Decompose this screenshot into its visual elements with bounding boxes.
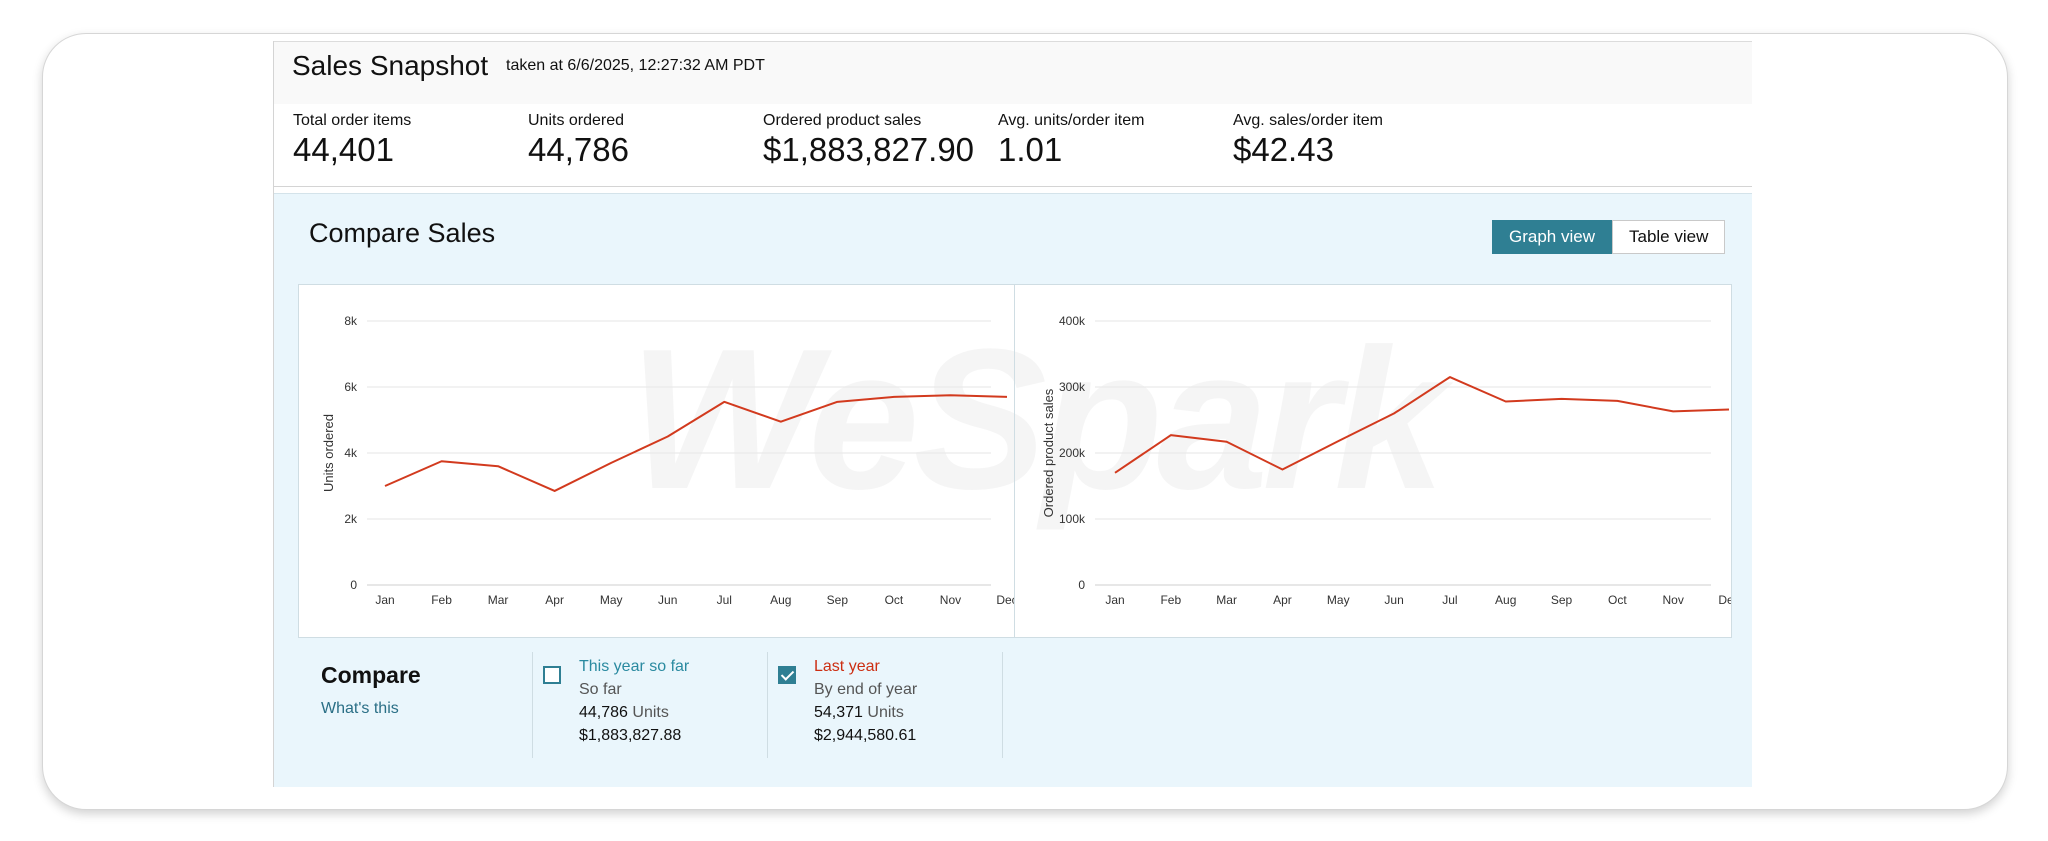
this-year-units-value: 44,786 [579, 704, 628, 721]
x-tick-label: May [1327, 593, 1350, 607]
compare-heading: Compare [321, 662, 421, 688]
last-year-units-value: 54,371 [814, 704, 863, 721]
x-tick-label: Sep [1551, 593, 1573, 607]
this-year-sales: $1,883,827.88 [579, 727, 682, 744]
compare-sales-title: Compare Sales [309, 218, 496, 248]
last-year-units: 54,371 Units [814, 704, 904, 722]
series-line [1114, 376, 1730, 474]
series-line [384, 394, 1008, 492]
y-tick-label: 8k [344, 314, 358, 328]
metrics-row: Total order items 44,401 Units ordered 4… [274, 104, 1752, 187]
this-year-units-label: Units [632, 704, 669, 721]
chart-divider [1014, 285, 1015, 637]
metric-avg-units-per-order-item: Avg. units/order item 1.01 [998, 112, 1144, 169]
x-tick-label: Aug [770, 593, 791, 607]
last-year-subtitle: By end of year [814, 681, 918, 698]
y-axis-label: Ordered product sales [1041, 388, 1056, 517]
compare-this-year: This year so far So far 44,786 Units $1,… [532, 652, 767, 758]
x-tick-label: Oct [1608, 593, 1627, 607]
x-tick-label: Nov [940, 593, 961, 607]
y-axis-label: Units ordered [321, 414, 336, 492]
x-tick-label: Jul [717, 593, 732, 607]
y-tick-label: 0 [350, 578, 357, 592]
x-tick-label: Dec [996, 593, 1014, 607]
last-year-sales: $2,944,580.61 [814, 727, 917, 744]
units-ordered-chart: 0 2k 4k 6k 8k Jan Feb Mar Apr May Jun Jul Aug Sep Oct N… [321, 314, 1014, 607]
metric-value: 44,786 [528, 131, 629, 168]
x-tick-label: Jul [1442, 593, 1457, 607]
compare-footer: Compare What's this This year so far So … [274, 652, 1752, 772]
y-tick-label: 100k [1059, 512, 1086, 526]
metric-total-order-items: Total order items 44,401 [293, 112, 411, 169]
compare-sales-section: Compare Sales Graph view Table view WeSp… [274, 193, 1752, 787]
x-tick-label: Mar [1216, 593, 1237, 607]
whats-this-link[interactable]: What's this [321, 700, 399, 717]
metric-value: 44,401 [293, 131, 394, 168]
x-tick-label: Feb [431, 593, 452, 607]
charts-container: WeSpark 0 2k 4k 6k 8k Jan Feb Mar Apr May Jun Jul Au… [298, 284, 1732, 638]
compare-last-year: Last year By end of year 54,371 Units $2… [767, 652, 1003, 758]
metric-label: Avg. units/order item [998, 112, 1145, 129]
metric-label: Total order items [293, 112, 412, 129]
sales-snapshot-panel: Sales Snapshot taken at 6/6/2025, 12:27:… [273, 41, 1752, 787]
ordered-product-sales-chart: 0 100k 200k 300k 400k Jan Feb Mar Apr May Jun Jul Au… [1041, 314, 1731, 607]
x-tick-label: Nov [1663, 593, 1684, 607]
x-tick-label: Apr [1273, 593, 1292, 607]
metric-ordered-product-sales: Ordered product sales $1,883,827.90 [763, 112, 974, 169]
last-year-checkbox[interactable] [778, 666, 796, 684]
metric-label: Units ordered [528, 112, 625, 129]
y-tick-label: 4k [344, 446, 358, 460]
metric-label: Ordered product sales [763, 112, 922, 129]
this-year-units: 44,786 Units [579, 704, 669, 722]
x-tick-label: Jan [375, 593, 394, 607]
x-tick-label: May [600, 593, 623, 607]
snapshot-timestamp: taken at 6/6/2025, 12:27:32 AM PDT [506, 57, 765, 74]
metric-avg-sales-per-order-item: Avg. sales/order item $42.43 [1233, 112, 1383, 169]
x-tick-label: Jun [1384, 593, 1403, 607]
y-tick-label: 400k [1059, 314, 1086, 328]
x-tick-label: Jun [658, 593, 677, 607]
graph-view-button[interactable]: Graph view [1492, 220, 1612, 254]
y-tick-label: 300k [1059, 380, 1086, 394]
x-tick-label: Apr [545, 593, 564, 607]
snapshot-header: Sales Snapshot taken at 6/6/2025, 12:27:… [274, 41, 1752, 105]
table-view-button[interactable]: Table view [1611, 220, 1726, 254]
view-toggle: Graph view Table view [1492, 220, 1726, 254]
x-tick-label: Aug [1495, 593, 1516, 607]
y-tick-label: 6k [344, 380, 358, 394]
x-tick-label: Dec [1718, 593, 1731, 607]
x-tick-label: Mar [488, 593, 509, 607]
y-tick-label: 200k [1059, 446, 1086, 460]
metric-value: $1,883,827.90 [763, 131, 975, 168]
this-year-title: This year so far [579, 658, 690, 675]
y-tick-label: 0 [1078, 578, 1085, 592]
last-year-title: Last year [814, 658, 880, 675]
metric-value: $42.43 [1233, 131, 1334, 168]
x-tick-label: Feb [1160, 593, 1181, 607]
this-year-subtitle: So far [579, 681, 622, 698]
metric-value: 1.01 [998, 131, 1063, 168]
last-year-units-label: Units [867, 704, 904, 721]
metric-label: Avg. sales/order item [1233, 112, 1383, 129]
page-title: Sales Snapshot [292, 50, 489, 81]
this-year-checkbox[interactable] [543, 666, 561, 684]
x-tick-label: Jan [1105, 593, 1124, 607]
x-tick-label: Sep [827, 593, 849, 607]
x-tick-label: Oct [885, 593, 904, 607]
y-tick-label: 2k [344, 512, 358, 526]
metric-units-ordered: Units ordered 44,786 [528, 112, 629, 169]
